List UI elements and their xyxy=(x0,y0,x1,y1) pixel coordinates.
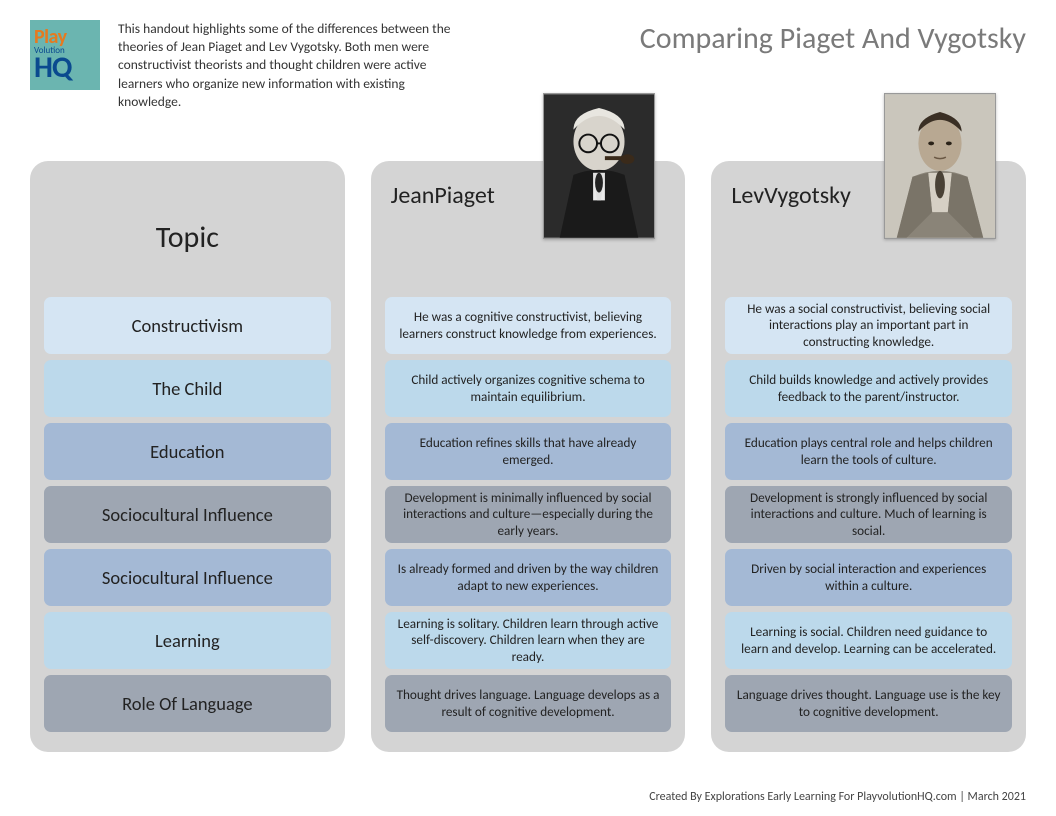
piaget-cell-0: He was a cognitive constructivist, belie… xyxy=(385,297,672,354)
topic-cell-0: Constructivism xyxy=(44,297,331,354)
vygotsky-portrait xyxy=(884,93,996,239)
page-title: Comparing Piaget And Vygotsky xyxy=(640,20,1026,57)
vygotsky-cell-2: Education plays central role and helps c… xyxy=(725,423,1012,480)
topic-rows: Constructivism The Child Education Sociocul… xyxy=(44,297,331,732)
logo: Play Volution HQ xyxy=(30,20,100,90)
vygotsky-cell-6: Language drives thought. Language use is… xyxy=(725,675,1012,732)
logo-line-1: Play xyxy=(34,29,96,46)
topic-cell-2: Education xyxy=(44,423,331,480)
topic-cell-6: Role Of Language xyxy=(44,675,331,732)
vygotsky-column: LevVygotsky He was a social constructivi… xyxy=(711,161,1026,752)
piaget-cell-4: Is already formed and driven by the way … xyxy=(385,549,672,606)
intro-text: This handout highlights some of the diff… xyxy=(118,20,458,111)
topic-heading: Topic xyxy=(44,177,331,297)
vygotsky-cell-1: Child builds knowledge and actively prov… xyxy=(725,360,1012,417)
topic-cell-5: Learning xyxy=(44,612,331,669)
topic-column: Topic Constructivism The Child Education So… xyxy=(30,161,345,752)
piaget-rows: He was a cognitive constructivist, belie… xyxy=(385,297,672,732)
logo-line-3: HQ xyxy=(34,55,96,81)
piaget-portrait xyxy=(543,93,655,239)
piaget-cell-2: Education refines skills that have alrea… xyxy=(385,423,672,480)
piaget-cell-1: Child actively organizes cognitive schem… xyxy=(385,360,672,417)
vygotsky-cell-3: Development is strongly influenced by so… xyxy=(725,486,1012,543)
topic-cell-4: Sociocultural Influence xyxy=(44,549,331,606)
vygotsky-cell-5: Learning is social. Children need guidan… xyxy=(725,612,1012,669)
columns-container: Topic Constructivism The Child Education So… xyxy=(0,161,1056,752)
topic-cell-3: Sociocultural Influence xyxy=(44,486,331,543)
vygotsky-cell-0: He was a social constructivist, believin… xyxy=(725,297,1012,354)
vygotsky-cell-4: Driven by social interaction and experie… xyxy=(725,549,1012,606)
piaget-cell-6: Thought drives language. Language develo… xyxy=(385,675,672,732)
piaget-cell-3: Development is minimally influenced by s… xyxy=(385,486,672,543)
piaget-cell-5: Learning is solitary. Children learn thr… xyxy=(385,612,672,669)
footer-credit: Created By Explorations Early Learning F… xyxy=(649,790,1026,804)
topic-cell-1: The Child xyxy=(44,360,331,417)
vygotsky-rows: He was a social constructivist, believin… xyxy=(725,297,1012,732)
piaget-column: JeanPiaget He was a cognitive constructi… xyxy=(371,161,686,752)
